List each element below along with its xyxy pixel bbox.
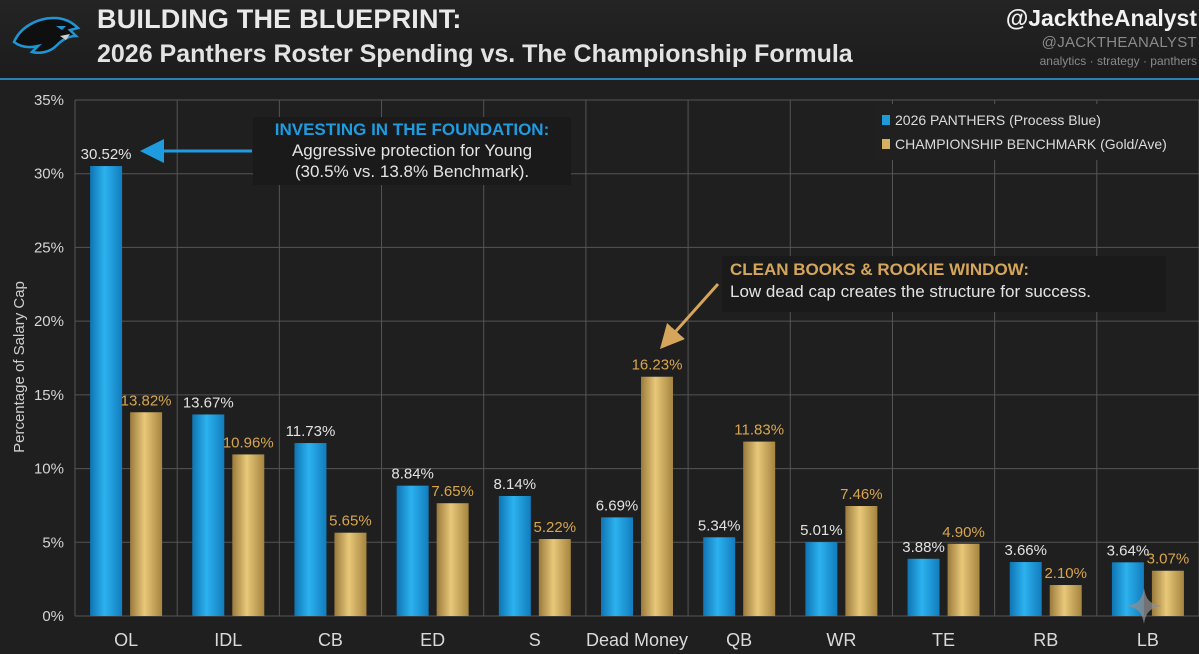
bar-panthers-s — [498, 495, 531, 616]
value-label-benchmark: 4.90% — [942, 524, 985, 541]
annotation-clean-books-line1: Low dead cap creates the structure for s… — [730, 282, 1091, 301]
legend-item-panthers: 2026 PANTHERS (Process Blue) — [882, 110, 1101, 130]
y-tick-label: 20% — [34, 313, 64, 330]
bar-panthers-idl — [192, 414, 225, 616]
gridlines — [74, 99, 1199, 617]
x-axis-labels: OL IDL CB ED S Dead Money QB WR TE RB LB — [114, 630, 1159, 650]
chart-legend: 2026 PANTHERS (Process Blue) CHAMPIONSHI… — [876, 104, 1194, 160]
legend-item-benchmark: CHAMPIONSHIP BENCHMARK (Gold/Ave) — [882, 134, 1167, 154]
bar-panthers-te — [907, 558, 940, 616]
bar-benchmark-cb — [334, 532, 367, 616]
legend-label-benchmark: CHAMPIONSHIP BENCHMARK (Gold/Ave) — [895, 136, 1167, 152]
x-tick-label: LB — [1137, 630, 1159, 650]
value-label-benchmark: 11.83% — [734, 422, 784, 439]
author-handle-caps: @JACKTHEANALYST — [1041, 34, 1197, 51]
header-bar: BUILDING THE BLUEPRINT: 2026 Panthers Ro… — [0, 0, 1199, 80]
y-tick-label: 35% — [34, 92, 64, 109]
value-label-benchmark: 10.96% — [223, 434, 274, 451]
value-label-benchmark: 3.07% — [1147, 551, 1190, 568]
bar-benchmark-idl — [232, 454, 265, 616]
legend-swatch-panthers — [882, 115, 890, 125]
y-tick-label: 25% — [34, 239, 64, 256]
x-tick-label: S — [529, 630, 541, 650]
bar-panthers-cb — [294, 443, 327, 616]
value-label-benchmark: 7.46% — [840, 486, 883, 503]
bars — [90, 166, 1184, 616]
y-tick-label: 0% — [42, 608, 64, 625]
value-label-panthers: 3.64% — [1107, 542, 1150, 559]
bar-benchmark-ol — [130, 412, 163, 616]
panther-logo-icon — [12, 16, 81, 54]
x-tick-label: QB — [726, 630, 752, 650]
value-label-panthers: 13.67% — [183, 394, 234, 411]
bar-benchmark-qb — [743, 441, 776, 616]
x-tick-label: IDL — [214, 630, 242, 650]
y-tick-label: 15% — [34, 387, 64, 404]
clean-books-arrow — [660, 283, 720, 349]
y-axis-label: Percentage of Salary Cap — [11, 281, 28, 453]
annotation-clean-books-heading: CLEAN BOOKS & ROOKIE WINDOW: — [730, 260, 1030, 279]
value-label-panthers: 11.73% — [286, 423, 336, 440]
bar-benchmark-dead-money — [641, 376, 673, 616]
annotation-foundation-heading: INVESTING IN THE FOUNDATION: — [274, 120, 550, 139]
bar-benchmark-te — [947, 543, 980, 616]
annotation-clean-books: CLEAN BOOKS & ROOKIE WINDOW: Low dead ca… — [722, 256, 1166, 312]
value-label-benchmark: 13.82% — [121, 392, 172, 409]
value-label-benchmark: 5.22% — [534, 519, 577, 536]
bar-benchmark-ed — [436, 503, 469, 616]
bar-panthers-qb — [703, 537, 736, 616]
bar-benchmark-s — [538, 539, 571, 616]
annotation-foundation-line1: Aggressive protection for Young — [291, 141, 533, 160]
chart-title: BUILDING THE BLUEPRINT: — [97, 4, 462, 34]
sparkle-icon — [1126, 588, 1162, 624]
y-tick-label: 10% — [34, 461, 64, 478]
y-tick-label: 30% — [34, 166, 64, 183]
bar-chart: Percentage of Salary Cap 0% 5% 10% 15% 20% 25… — [11, 92, 1199, 650]
bar-benchmark-lb — [1151, 570, 1184, 616]
x-tick-label: ED — [420, 630, 445, 650]
author-handle: @JacktheAnalyst — [1005, 5, 1197, 31]
bar-benchmark-rb — [1049, 585, 1082, 616]
value-label-panthers: 8.14% — [494, 476, 537, 493]
value-label-panthers: 8.84% — [391, 466, 434, 483]
legend-swatch-benchmark — [882, 139, 890, 149]
annotation-foundation: INVESTING IN THE FOUNDATION: Aggressive … — [253, 117, 571, 185]
bar-panthers-ol — [90, 166, 123, 616]
legend-label-panthers: 2026 PANTHERS (Process Blue) — [895, 112, 1101, 128]
bar-benchmark-wr — [845, 506, 878, 616]
y-tick-label: 5% — [42, 534, 64, 551]
x-tick-label: RB — [1033, 630, 1058, 650]
bar-panthers-dead-money — [601, 517, 633, 616]
x-tick-label: WR — [826, 630, 856, 650]
value-label-benchmark: 2.10% — [1044, 565, 1087, 582]
value-label-panthers: 3.66% — [1004, 542, 1047, 559]
value-label-panthers: 3.88% — [902, 539, 945, 556]
value-label-benchmark: 16.23% — [632, 357, 683, 374]
x-tick-label: OL — [114, 630, 138, 650]
value-label-benchmark: 5.65% — [329, 513, 372, 530]
annotation-foundation-line2: (30.5% vs. 13.8% Benchmark). — [294, 162, 530, 181]
value-label-panthers: 5.34% — [698, 517, 741, 534]
value-label-benchmark: 7.65% — [431, 483, 474, 500]
bar-panthers-ed — [396, 485, 429, 616]
value-label-panthers: 5.01% — [800, 522, 843, 539]
value-labels: 30.52% 13.82% 13.67% 10.96% 11.73% 5.65% 8.84%… — [81, 146, 1190, 582]
chart-subtitle: 2026 Panthers Roster Spending vs. The Ch… — [97, 40, 853, 68]
value-label-panthers: 6.69% — [596, 497, 639, 514]
x-tick-label: Dead Money — [586, 630, 688, 650]
author-tagline: analytics · strategy · panthers — [1039, 54, 1197, 68]
value-label-panthers: 30.52% — [81, 146, 132, 163]
bar-panthers-wr — [805, 542, 838, 616]
y-axis-ticks: 0% 5% 10% 15% 20% 25% 30% 35% — [34, 92, 64, 625]
bar-panthers-rb — [1009, 562, 1042, 616]
x-tick-label: TE — [932, 630, 955, 650]
x-tick-label: CB — [318, 630, 343, 650]
